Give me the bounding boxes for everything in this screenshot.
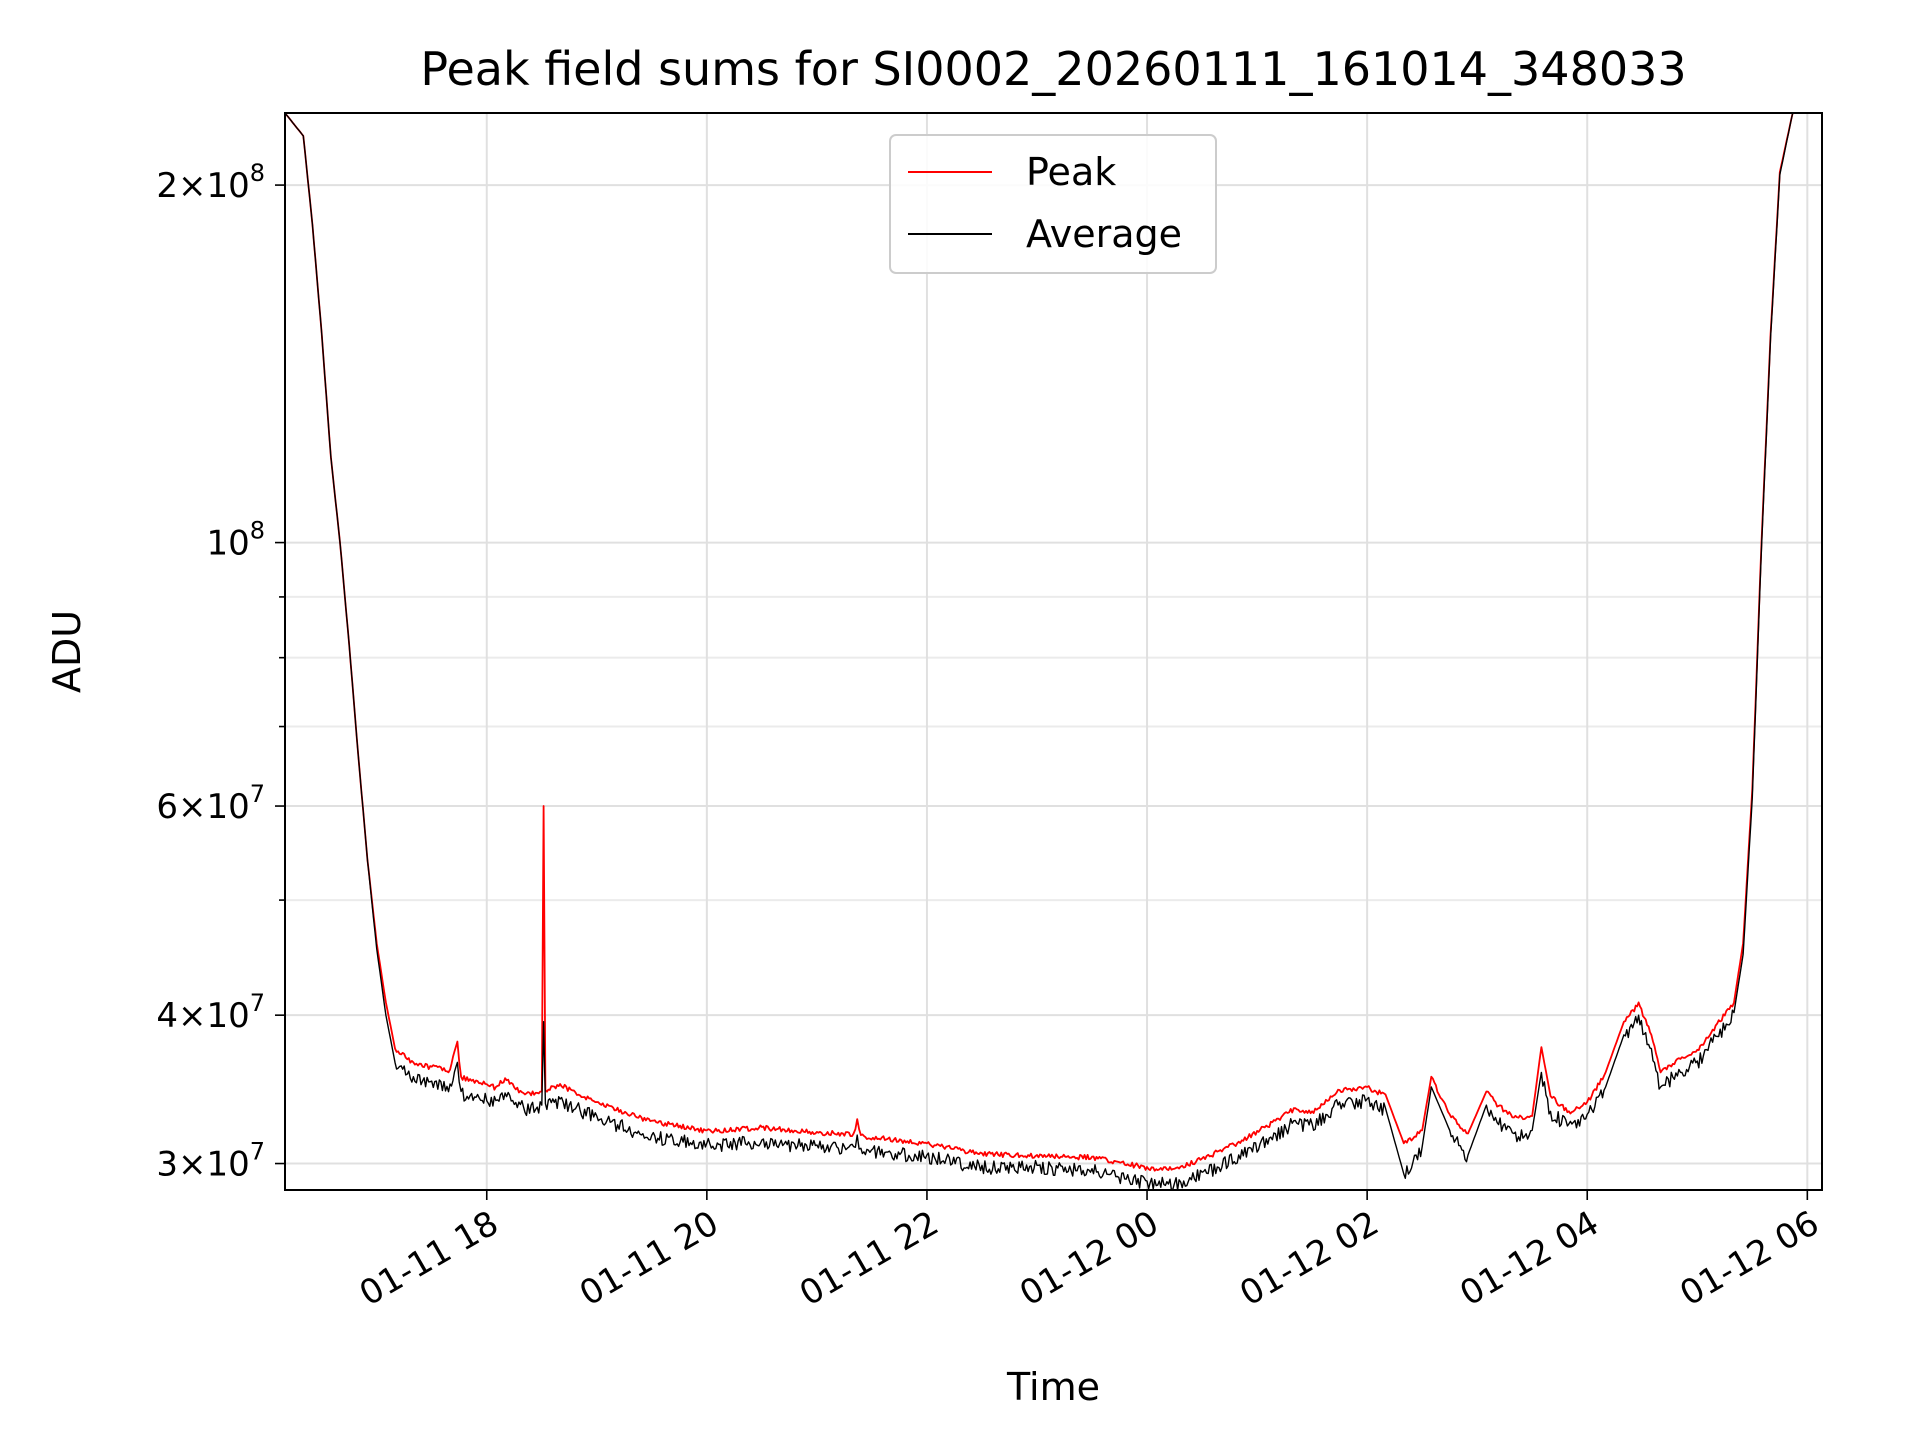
chart-title: Peak field sums for SI0002_20260111_1610… <box>420 42 1686 96</box>
legend-box <box>889 134 1217 274</box>
x-axis-label: Time <box>1006 1365 1100 1409</box>
legend-label-peak: Peak <box>1026 150 1116 194</box>
y-tick-label: 108 <box>206 517 265 564</box>
series-line-average <box>285 113 1822 1190</box>
y-tick-label: 4×107 <box>156 989 265 1036</box>
legend: Peak Average <box>889 134 1217 274</box>
y-tick-label: 6×107 <box>156 780 265 827</box>
axes-frame <box>284 112 1823 1191</box>
series-line-peak <box>285 113 1822 1172</box>
y-tick-label: 3×107 <box>156 1138 265 1185</box>
grid <box>285 113 1822 1190</box>
y-tick-label: 2×108 <box>156 159 265 206</box>
legend-label-average: Average <box>1026 212 1182 256</box>
plot-area <box>285 113 1822 1190</box>
y-axis-label: ADU <box>45 610 89 693</box>
